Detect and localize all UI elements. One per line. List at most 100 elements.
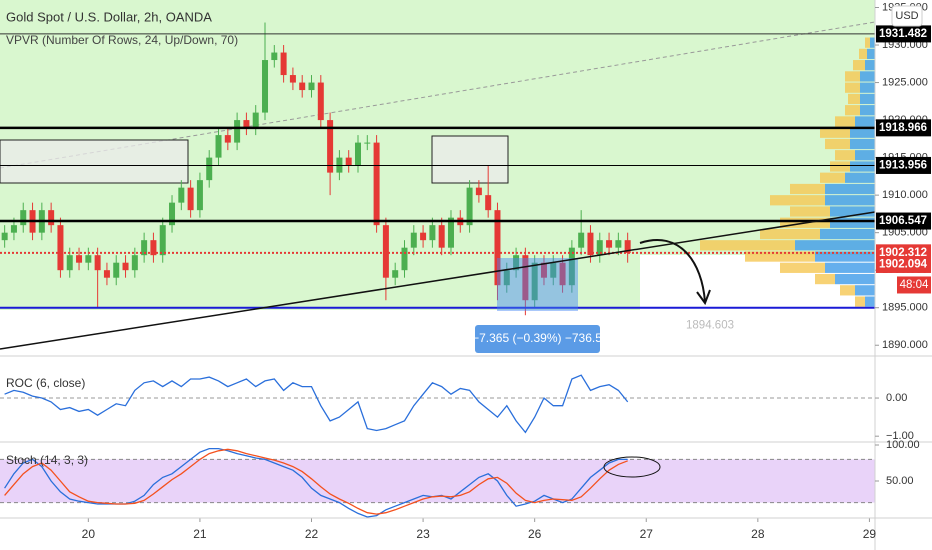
- candle-body: [531, 262, 538, 301]
- vpvr-up: [820, 172, 845, 183]
- vpvr-down: [825, 195, 875, 206]
- y-tick-label: 50.00: [886, 475, 914, 487]
- candle-body: [327, 120, 334, 173]
- level-label: 1918.966: [879, 122, 927, 134]
- level-label-box: [876, 156, 931, 174]
- vpvr-down: [830, 217, 875, 228]
- candle-body: [392, 270, 399, 278]
- vpvr-up: [790, 206, 830, 217]
- candle-body: [66, 255, 73, 271]
- candle-body: [131, 255, 138, 271]
- x-tick-label: 28: [751, 527, 765, 541]
- vpvr-down: [865, 60, 875, 71]
- vpvr-up: [790, 183, 825, 195]
- candle-body: [354, 142, 361, 166]
- y-tick-label: 1890.000: [882, 339, 928, 351]
- level-label-box: [876, 212, 931, 230]
- vpvr-up: [815, 273, 835, 285]
- candle-body: [373, 142, 380, 226]
- candle-body: [48, 210, 55, 226]
- y-tick-label: 1905.000: [882, 227, 928, 239]
- candle-body: [317, 82, 324, 121]
- vpvr-up: [865, 37, 870, 48]
- trendline: [0, 211, 876, 350]
- vpvr-up: [760, 228, 820, 240]
- y-tick-label: 100.00: [886, 439, 920, 451]
- vpvr-up: [853, 60, 865, 71]
- level-label: 1902.312: [879, 247, 927, 259]
- y-tick-label: −1.00: [886, 430, 914, 442]
- currency[interactable]: USD: [895, 10, 918, 22]
- vpvr-down: [855, 116, 875, 127]
- candle-body: [243, 120, 250, 128]
- indicator-line: [4, 448, 628, 515]
- range-box: [0, 139, 189, 184]
- y-tick-label: 1895.000: [882, 302, 928, 314]
- candle-body: [513, 255, 520, 271]
- arrow-head: [696, 289, 711, 306]
- candle-body: [252, 112, 259, 128]
- candle-body: [615, 240, 622, 248]
- vpvr-down: [870, 37, 875, 48]
- vpvr-up: [700, 240, 795, 251]
- level-label: 1906.547: [879, 215, 927, 227]
- vpvr-up: [835, 150, 855, 161]
- level-label-box: [876, 119, 931, 137]
- candle-body: [178, 187, 185, 203]
- measure-box: [497, 258, 578, 311]
- y-tick-label: 1910.000: [882, 189, 928, 201]
- candle-body: [122, 262, 129, 271]
- vpvr-down: [815, 251, 875, 262]
- candle-body: [224, 135, 231, 143]
- candle-body: [289, 75, 296, 83]
- bid-label-box: [876, 255, 931, 273]
- vpvr-up: [745, 251, 815, 262]
- symbol-title: Gold Spot / U.S. Dollar, 2h, OANDA: [6, 9, 212, 24]
- vpvr-down: [865, 296, 875, 307]
- x-tick-label: 23: [416, 527, 430, 541]
- vpvr-down: [867, 48, 875, 60]
- vpvr-up: [780, 262, 825, 273]
- vpvr-label: VPVR (Number Of Rows, 24, Up/Down, 70): [6, 33, 238, 47]
- candle-body: [187, 187, 194, 211]
- candle-body: [94, 255, 101, 271]
- measure-label: −7.365 (−0.39%) −736.5: [472, 331, 602, 345]
- level-label: 1913.956: [879, 159, 927, 171]
- candle-body: [447, 217, 454, 248]
- vpvr-down: [845, 172, 875, 183]
- candle-body: [624, 240, 631, 253]
- candle-body: [503, 270, 510, 286]
- candle-body: [215, 135, 222, 158]
- candle-body: [103, 270, 110, 278]
- vpvr-down: [860, 93, 875, 105]
- vpvr-up: [848, 93, 860, 105]
- bid-label: 1902.094: [879, 259, 928, 271]
- candle-body: [522, 255, 529, 301]
- vpvr-up: [770, 195, 825, 206]
- candle-body: [606, 240, 613, 248]
- vpvr-down: [860, 105, 875, 116]
- candle-body: [85, 255, 92, 263]
- candle-body: [20, 210, 27, 226]
- candle-body: [308, 82, 315, 91]
- y-tick-label: 0.00: [886, 392, 907, 404]
- vpvr-down: [835, 273, 875, 285]
- candle-body: [141, 240, 148, 256]
- vpvr-down: [825, 262, 875, 273]
- candle-body: [578, 232, 585, 248]
- candle-body: [10, 225, 17, 233]
- measure-label-box: [475, 325, 600, 353]
- candle-body: [113, 262, 120, 278]
- vpvr-down: [850, 127, 875, 138]
- x-tick-label: 29: [863, 527, 877, 541]
- candle-body: [76, 255, 83, 263]
- projection-arrow: [639, 239, 706, 303]
- candle-body: [485, 195, 492, 211]
- candle-body: [475, 187, 482, 196]
- vpvr-up: [845, 105, 860, 116]
- candle-body: [280, 52, 287, 76]
- target-label: 1894.603: [686, 320, 734, 332]
- vpvr-up: [825, 138, 850, 150]
- currency-badge[interactable]: [891, 5, 923, 27]
